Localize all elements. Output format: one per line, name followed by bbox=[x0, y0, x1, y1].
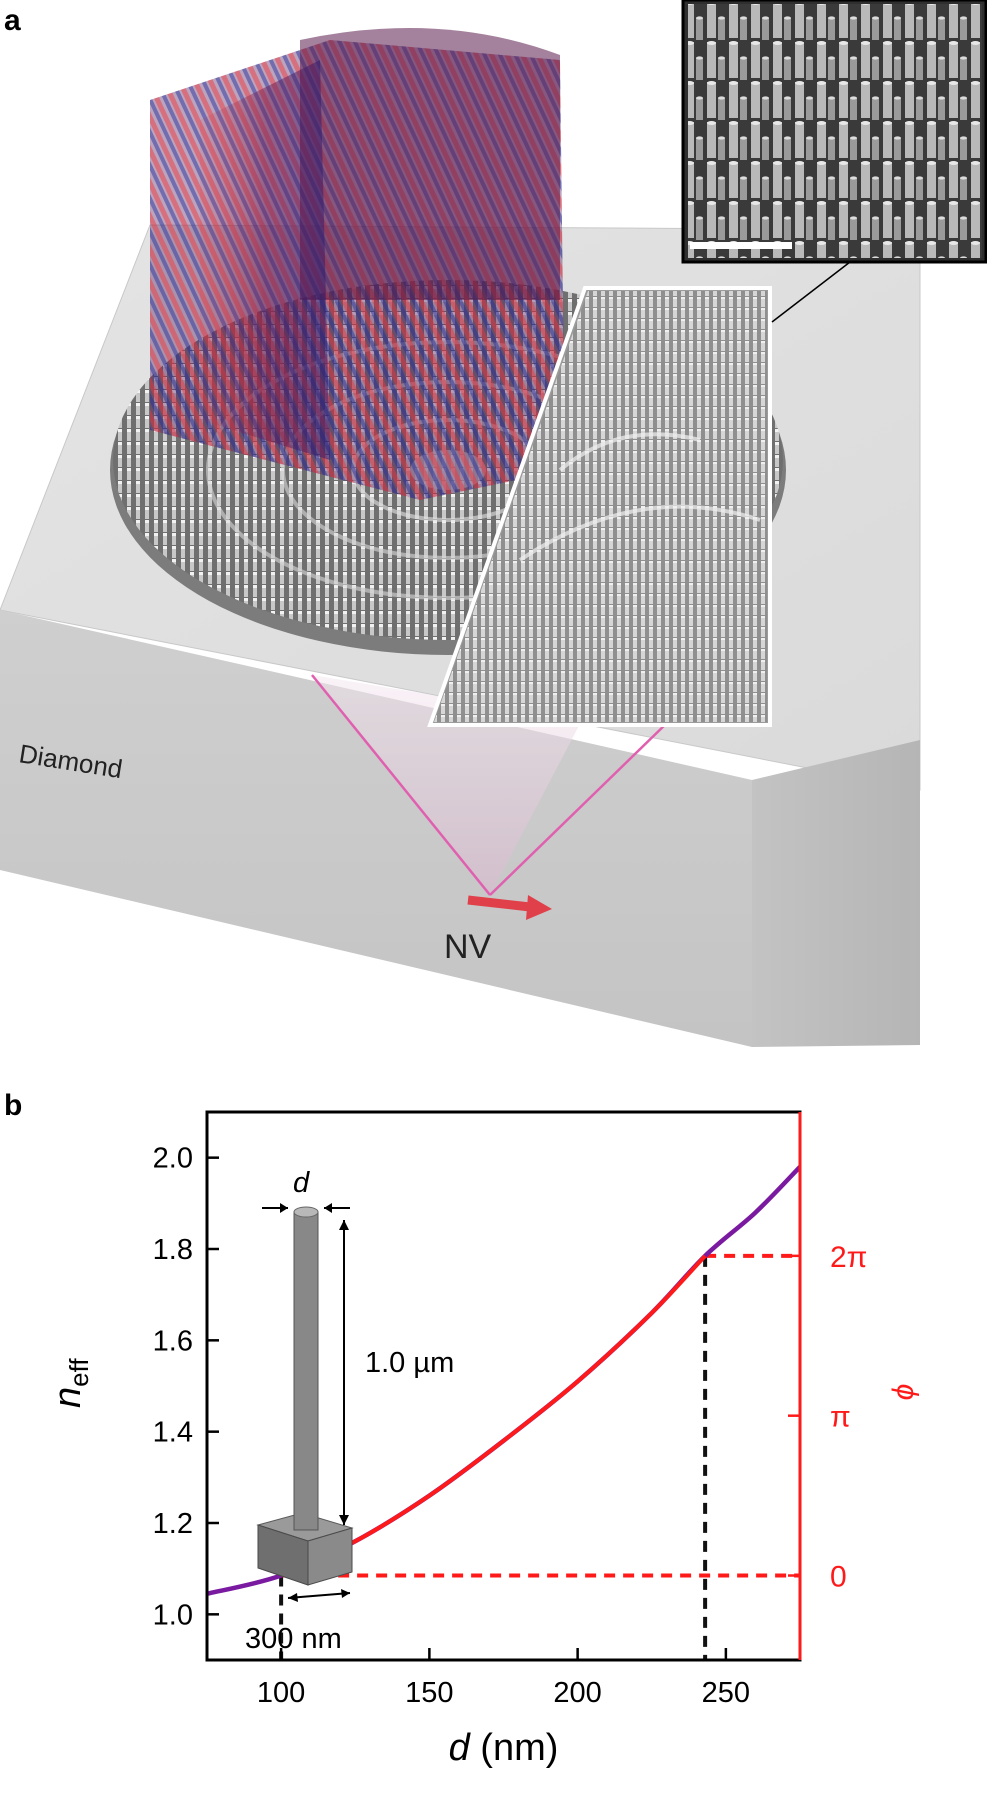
optical-field bbox=[150, 28, 565, 500]
pillar-base-side bbox=[307, 1527, 353, 1586]
x-tick-label-100: 100 bbox=[257, 1677, 305, 1709]
cone-edge-left bbox=[311, 674, 491, 896]
pillar-body bbox=[293, 1211, 319, 1531]
inset-connector bbox=[771, 261, 851, 323]
panel-b: b 100 150 200 250 1.0 1.2 1.4 1.6 1.8 2.0 0 π 2π d (… bbox=[4, 1089, 920, 1769]
y2-axis-label: ϕ bbox=[887, 1384, 920, 1401]
scale-bar bbox=[690, 242, 792, 249]
x-tick-label-150: 150 bbox=[405, 1677, 453, 1709]
emission-cone bbox=[312, 675, 582, 895]
y-tick-label-1.6: 1.6 bbox=[153, 1325, 193, 1357]
inset-base-label: 300 nm bbox=[245, 1623, 342, 1655]
inset-height-label: 1.0 µm bbox=[365, 1347, 454, 1379]
x-axis-label: d (nm) bbox=[449, 1727, 559, 1769]
y-tick-label-1.4: 1.4 bbox=[153, 1417, 193, 1449]
pillar-inset: d 1.0 µm 300 nm bbox=[245, 1167, 454, 1655]
neff-chart: 100 150 200 250 1.0 1.2 1.4 1.6 1.8 2.0 0 π 2π d (nm… bbox=[47, 1110, 920, 1769]
y-tick-label-2: 2.0 bbox=[153, 1143, 193, 1175]
nv-emitter bbox=[467, 895, 552, 920]
sem-inset bbox=[681, 0, 987, 323]
nv-label: NV bbox=[444, 928, 492, 966]
y2-tick-label-1: π bbox=[830, 1401, 851, 1434]
x-tick-label-250: 250 bbox=[702, 1677, 750, 1709]
pillar-cap bbox=[293, 1206, 319, 1218]
y2-tick-label-0: 0 bbox=[830, 1561, 847, 1594]
y-tick-label-1.2: 1.2 bbox=[153, 1508, 193, 1540]
x-tick-label-200: 200 bbox=[553, 1677, 601, 1709]
y-tick-label-1.8: 1.8 bbox=[153, 1234, 193, 1266]
panel-a: a bbox=[0, 0, 987, 1047]
inset-diameter-symbol: d bbox=[293, 1167, 310, 1199]
y-axis-label: neff bbox=[47, 1358, 94, 1408]
sem-lens-overlay bbox=[427, 286, 772, 727]
y2-tick-label-2: 2π bbox=[830, 1241, 867, 1274]
diamond-side-face bbox=[752, 740, 920, 1047]
diamond-front-face bbox=[0, 610, 752, 1047]
cone-edge-right bbox=[489, 719, 671, 896]
panel-a-label: a bbox=[4, 4, 21, 37]
series-phase-line bbox=[280, 1254, 707, 1578]
panel-b-label: b bbox=[4, 1089, 22, 1122]
y-tick-label-1: 1.0 bbox=[153, 1599, 193, 1631]
